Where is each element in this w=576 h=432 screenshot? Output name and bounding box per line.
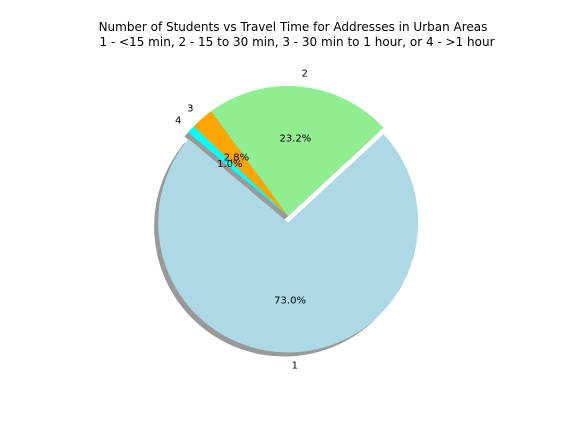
pie-slices: [158, 86, 419, 353]
category-label-4: 4: [175, 116, 181, 127]
pie-slice-3: [193, 111, 288, 216]
percent-label-3: 2.8%: [224, 152, 249, 163]
category-label-2: 2: [302, 69, 308, 80]
percent-label-2: 23.2%: [280, 133, 312, 144]
percent-label-4: 1.0%: [217, 159, 242, 170]
chart-title-line-2: 1 - <15 min, 2 - 15 to 30 min, 3 - 30 mi…: [99, 35, 494, 49]
pie-labels: 1 73.0% 2 23.2% 3 2.8% 4 1.0%: [175, 69, 311, 372]
pie-slice-shadow-4: [184, 130, 284, 220]
pie-slice-4: [188, 126, 288, 216]
category-label-1: 1: [292, 360, 298, 371]
pie-slice-2: [211, 86, 384, 217]
pie-slice-1: [158, 134, 419, 353]
percent-label-1: 73.0%: [274, 295, 306, 306]
chart-title-line-1: Number of Students vs Travel Time for Ad…: [99, 20, 488, 34]
category-label-3: 3: [187, 104, 193, 115]
